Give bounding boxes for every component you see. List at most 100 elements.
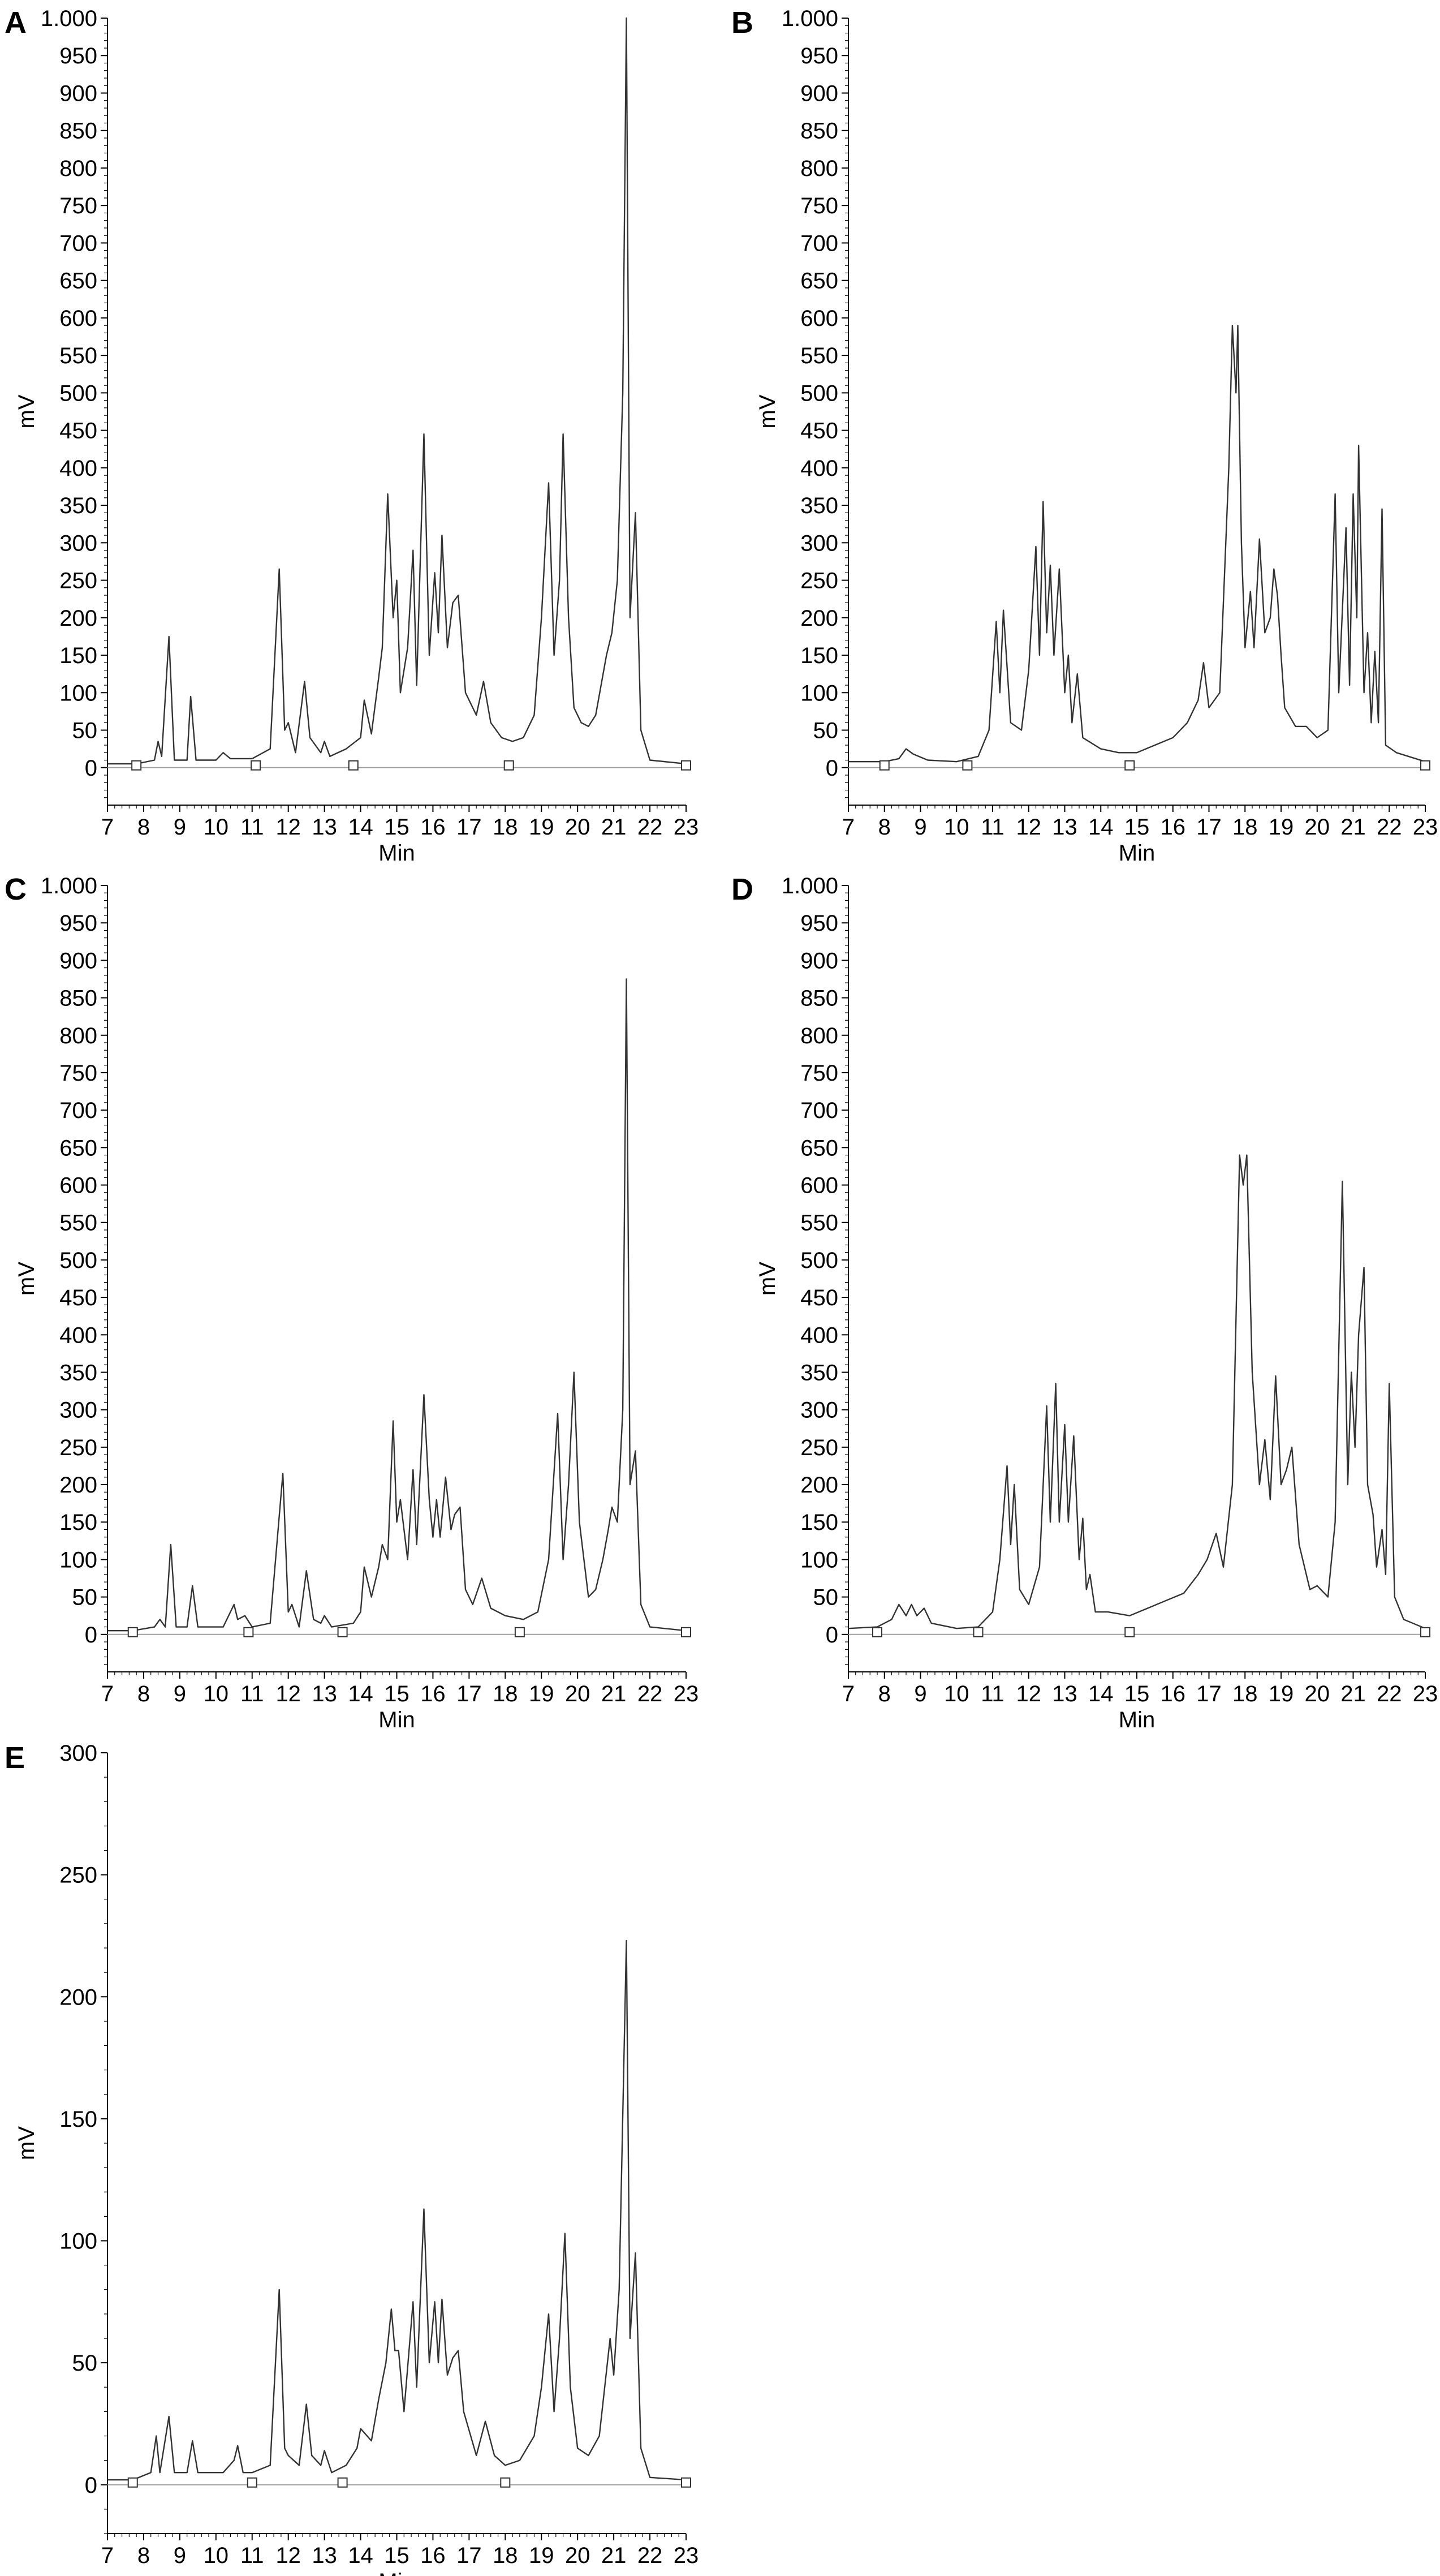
y-tick-label: 350	[59, 493, 97, 518]
y-tick-label: 100	[800, 681, 838, 706]
y-tick-label: 150	[59, 2107, 97, 2132]
y-tick-label: 300	[59, 1741, 97, 1766]
x-tick-label: 8	[137, 2543, 150, 2568]
y-tick-label: 650	[800, 269, 838, 294]
integration-marker	[503, 760, 514, 771]
x-tick-label: 11	[240, 2543, 264, 2568]
x-tick-label: 21	[1340, 1682, 1366, 1706]
y-axis-title: mV	[755, 394, 780, 428]
y-tick-label: 800	[59, 1023, 97, 1048]
y-tick-label: 950	[59, 911, 97, 936]
y-tick-label: 0	[85, 1623, 97, 1648]
y-tick-label: 800	[800, 1023, 838, 1048]
x-tick-label: 20	[1305, 1682, 1330, 1706]
y-tick-label: 600	[59, 1173, 97, 1198]
chart-panel-e: E 0 50 100 150 200 250 300 7 8 9 10 11 12 13 14 15 16 17 18…	[5, 1741, 699, 2576]
x-tick-label: 14	[348, 1682, 373, 1706]
integration-marker	[1124, 1627, 1135, 1637]
x-tick-label: 16	[420, 1682, 446, 1706]
y-tick-label: 150	[59, 1510, 97, 1535]
integration-marker	[973, 1627, 984, 1637]
y-tick-label: 900	[800, 81, 838, 106]
x-tick-label: 12	[275, 815, 301, 840]
y-tick-label: 100	[59, 1547, 97, 1572]
x-tick-label: 21	[601, 1682, 627, 1706]
y-tick-label: 500	[59, 1248, 97, 1273]
y-tick-label: 550	[800, 1211, 838, 1236]
integration-marker	[1420, 1627, 1430, 1637]
y-tick-label: 250	[59, 1435, 97, 1460]
y-tick-label: 350	[800, 1360, 838, 1385]
x-tick-label: 9	[914, 1682, 926, 1706]
x-tick-label: 13	[312, 2543, 337, 2568]
x-tick-label: 17	[1196, 1682, 1222, 1706]
x-tick-label: 12	[275, 2543, 301, 2568]
x-tick-label: 11	[981, 1682, 1004, 1706]
integration-marker	[247, 2477, 257, 2488]
y-tick-label: 950	[800, 911, 838, 936]
x-tick-label: 13	[312, 815, 337, 840]
y-tick-label: 750	[59, 193, 97, 218]
y-tick-label: 500	[59, 381, 97, 406]
y-axis-title: mV	[755, 1262, 780, 1296]
x-tick-label: 18	[1232, 1682, 1258, 1706]
y-tick-label: 600	[800, 306, 838, 331]
x-tick-label: 13	[312, 1682, 337, 1706]
y-tick-label: 900	[800, 948, 838, 973]
x-tick-label: 8	[878, 1682, 891, 1706]
integration-marker	[872, 1627, 882, 1637]
x-tick-label: 14	[1088, 1682, 1114, 1706]
integration-marker	[243, 1627, 254, 1637]
y-tick-label: 350	[800, 493, 838, 518]
integration-marker	[127, 1627, 138, 1637]
y-tick-label: 250	[59, 569, 97, 594]
y-tick-label: 900	[59, 81, 97, 106]
chart-panel-a: A 0 50 100 150 200 250 300 350 400 450 500 550 600 650…	[5, 6, 699, 866]
integration-marker	[127, 2477, 138, 2488]
x-tick-label: 17	[456, 815, 482, 840]
y-tick-label: 400	[800, 456, 838, 481]
x-tick-label: 23	[674, 815, 699, 840]
y-tick-label: 650	[59, 1136, 97, 1160]
x-tick-label: 16	[1161, 815, 1186, 840]
x-tick-label: 17	[456, 2543, 482, 2568]
y-tick-label: 250	[59, 1863, 97, 1888]
y-tick-label: 700	[59, 1098, 97, 1123]
y-tick-label: 0	[85, 2473, 97, 2498]
x-tick-label: 7	[101, 1682, 114, 1706]
x-tick-label: 20	[1305, 815, 1330, 840]
x-tick-label: 17	[1196, 815, 1222, 840]
y-tick-label: 750	[800, 1061, 838, 1086]
y-tick-label: 150	[59, 643, 97, 668]
x-tick-label: 20	[565, 2543, 590, 2568]
x-tick-label: 16	[420, 815, 446, 840]
x-tick-label: 15	[1124, 1682, 1150, 1706]
x-tick-label: 10	[204, 1682, 229, 1706]
y-tick-label: 600	[800, 1173, 838, 1198]
x-tick-label: 18	[493, 815, 518, 840]
y-tick-label: 250	[800, 1435, 838, 1460]
x-tick-label: 23	[1413, 1682, 1438, 1706]
integration-marker	[681, 2477, 691, 2488]
x-tick-label: 23	[674, 1682, 699, 1706]
x-tick-label: 21	[1340, 815, 1366, 840]
y-tick-label: 100	[800, 1547, 838, 1572]
y-tick-label: 550	[59, 1211, 97, 1236]
x-tick-label: 23	[1413, 815, 1438, 840]
y-tick-label: 100	[59, 681, 97, 706]
integration-marker	[500, 2477, 511, 2488]
x-tick-label: 20	[565, 1682, 590, 1706]
y-axis-title: mV	[14, 394, 39, 428]
y-tick-label: 800	[59, 156, 97, 181]
y-tick-label: 200	[800, 1473, 838, 1498]
panel-label: D	[731, 872, 753, 906]
y-tick-label: 0	[826, 756, 838, 781]
y-tick-label: 900	[59, 948, 97, 973]
panel-label: C	[5, 872, 27, 906]
y-tick-label: 750	[800, 193, 838, 218]
y-tick-label: 850	[59, 119, 97, 144]
x-axis-title: Min	[378, 841, 415, 866]
y-tick-label: 950	[800, 44, 838, 68]
x-tick-label: 20	[565, 815, 590, 840]
y-tick-label: 650	[59, 269, 97, 294]
